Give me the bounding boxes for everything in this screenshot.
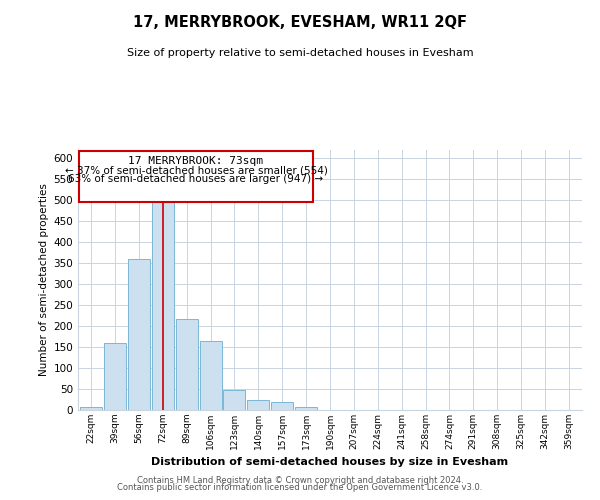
Bar <box>176 318 197 410</box>
Bar <box>80 406 102 410</box>
Bar <box>128 259 150 410</box>
FancyBboxPatch shape <box>79 151 313 203</box>
Text: Contains public sector information licensed under the Open Government Licence v3: Contains public sector information licen… <box>118 484 482 492</box>
Text: Size of property relative to semi-detached houses in Evesham: Size of property relative to semi-detach… <box>127 48 473 58</box>
X-axis label: Distribution of semi-detached houses by size in Evesham: Distribution of semi-detached houses by … <box>151 458 509 468</box>
Bar <box>104 343 126 410</box>
Bar <box>152 202 174 410</box>
Y-axis label: Number of semi-detached properties: Number of semi-detached properties <box>39 184 49 376</box>
Bar <box>271 402 293 410</box>
Text: 63% of semi-detached houses are larger (947) →: 63% of semi-detached houses are larger (… <box>68 174 323 184</box>
Bar <box>200 341 221 410</box>
Text: Contains HM Land Registry data © Crown copyright and database right 2024.: Contains HM Land Registry data © Crown c… <box>137 476 463 485</box>
Bar <box>247 400 269 410</box>
Bar <box>295 407 317 410</box>
Text: ← 37% of semi-detached houses are smaller (554): ← 37% of semi-detached houses are smalle… <box>65 166 328 175</box>
Text: 17 MERRYBROOK: 73sqm: 17 MERRYBROOK: 73sqm <box>128 156 263 166</box>
Bar <box>223 390 245 410</box>
Text: 17, MERRYBROOK, EVESHAM, WR11 2QF: 17, MERRYBROOK, EVESHAM, WR11 2QF <box>133 15 467 30</box>
